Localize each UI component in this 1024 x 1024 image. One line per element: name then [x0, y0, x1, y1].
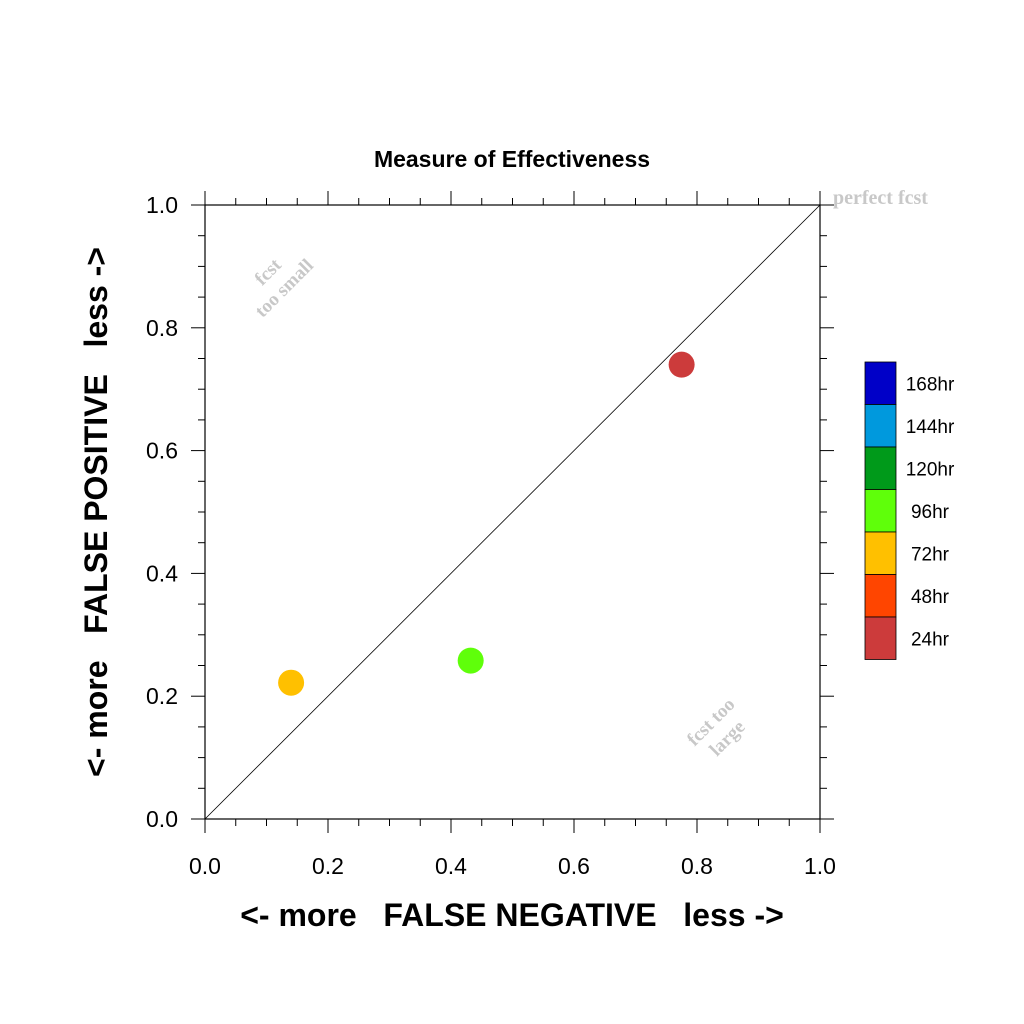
legend-swatch-72hr [864, 531, 897, 575]
x-tick-label: 0.4 [435, 853, 467, 879]
legend-label-24hr: 24hr [911, 629, 950, 650]
plot-frame [204, 204, 821, 820]
x-tick-label: 1.0 [804, 853, 836, 879]
legend-label-96hr: 96hr [911, 502, 950, 523]
y-tick-label: 0.0 [146, 806, 178, 832]
legend-swatch-48hr [864, 574, 897, 618]
x-axis-label: <- more FALSE NEGATIVE less -> [240, 897, 784, 933]
annotation-too-large: fcst too large [683, 694, 749, 760]
legend-label-168hr: 168hr [906, 374, 955, 395]
perfect-forecast-diagonal [204, 204, 821, 820]
legend-label-72hr: 72hr [911, 544, 950, 565]
y-tick-label: 0.8 [146, 315, 178, 341]
y-tick-label: 1.0 [146, 192, 178, 218]
x-tick-label: 0.0 [189, 853, 221, 879]
point-24hr [668, 351, 695, 378]
y-axis-label: <- more FALSE POSITIVE less -> [78, 247, 114, 777]
annotation-too-small: fcst too small [251, 254, 318, 322]
chart-title: Measure of Effectiveness [374, 146, 650, 172]
legend-label-48hr: 48hr [911, 587, 950, 608]
y-tick-label: 0.4 [146, 560, 178, 586]
legend-swatch-96hr [864, 489, 897, 533]
legend-label-144hr: 144hr [906, 417, 955, 438]
y-tick-labels: 0.0 0.2 0.4 0.6 0.8 1.0 [146, 192, 178, 832]
x-tick-label: 0.8 [681, 853, 713, 879]
annotations: perfect fcst fcst too small fcst too lar… [251, 187, 928, 761]
point-96hr [457, 647, 484, 674]
x-tick-labels: 0.0 0.2 0.4 0.6 0.8 1.0 [189, 853, 836, 879]
data-points [278, 351, 695, 696]
axis-ticks [191, 191, 834, 833]
legend-label-120hr: 120hr [906, 459, 955, 480]
x-tick-label: 0.2 [312, 853, 344, 879]
legend-swatch-168hr [864, 361, 897, 405]
y-tick-label: 0.6 [146, 438, 178, 464]
annotation-perfect-fcst: perfect fcst [833, 187, 928, 209]
legend-swatch-120hr [864, 446, 897, 490]
x-tick-label: 0.6 [558, 853, 590, 879]
legend-swatch-24hr [864, 616, 897, 660]
y-tick-label: 0.2 [146, 683, 178, 709]
legend-swatch-144hr [864, 404, 897, 448]
legend: 168hr 144hr 120hr 96hr 72hr 48hr 24hr [864, 361, 955, 660]
point-72hr [278, 669, 305, 696]
